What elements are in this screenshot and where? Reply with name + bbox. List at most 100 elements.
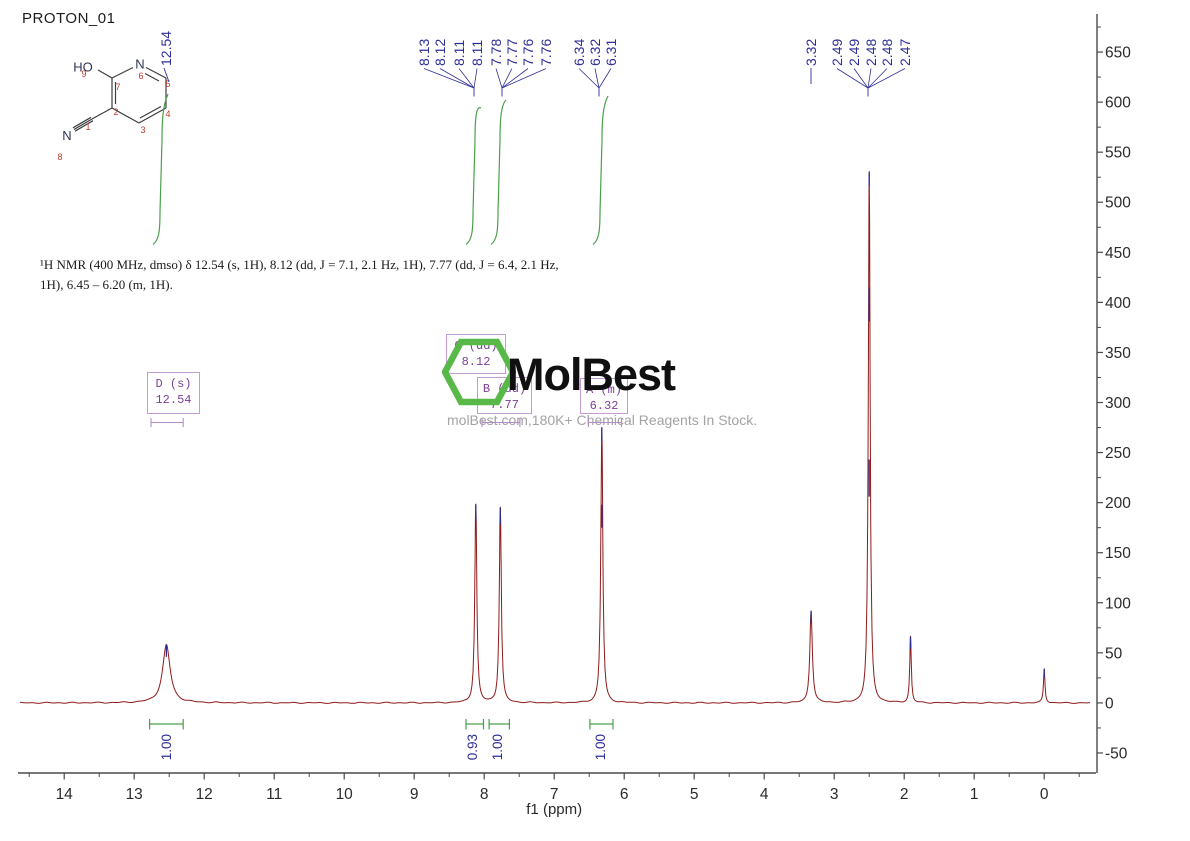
peak-shift-label: 7.76: [520, 39, 536, 66]
integral-values: 1.00 0.93 1.00 1.00: [149, 719, 614, 760]
nmr-assignment-text: ¹H NMR (400 MHz, dmso) δ 12.54 (s, 1H), …: [40, 255, 600, 294]
peak-shift-label: 7.77: [504, 39, 520, 66]
atom-number-9: 9: [81, 69, 86, 79]
peak-label-connector: [836, 68, 869, 89]
x-tick-label: 12: [196, 786, 213, 803]
x-tick-label: 13: [126, 786, 143, 803]
spectrum-trace: [20, 171, 1091, 704]
hydroxyl-label: HO: [73, 60, 93, 75]
atom-number-2: 2: [113, 107, 118, 117]
peak-label-connector: [458, 68, 475, 89]
y-tick-label: -50: [1105, 745, 1128, 762]
peak-shift-label: 7.76: [538, 39, 554, 66]
integral-curve: [490, 99, 507, 245]
peak-label-connector: [439, 68, 475, 89]
peak-shift-label: 2.49: [846, 39, 862, 66]
integral-value: 1.00: [159, 734, 174, 760]
nitrile-nitrogen-label: N: [62, 128, 71, 143]
x-tick-label: 5: [690, 786, 699, 803]
atom-number-5: 5: [165, 79, 170, 89]
peak-shift-label: 8.12: [432, 39, 448, 66]
atom-number-1: 1: [85, 122, 90, 132]
y-tick-label: 0: [1105, 695, 1114, 712]
peak-shift-label: 2.47: [897, 39, 913, 66]
y-tick-label: 650: [1105, 45, 1131, 62]
y-tick-label: 50: [1105, 645, 1123, 662]
y-tick-label: 500: [1105, 195, 1131, 212]
multiplet-box-D-label: D (s): [155, 377, 192, 391]
atom-number-8: 8: [57, 152, 62, 162]
peak-labels: 12.54 8.13 8.12 8.11 8.11 7.78 7.77 7.76 7.76 6.3…: [158, 31, 913, 97]
integral-value: 1.00: [593, 734, 608, 760]
peak-shift-label: 6.32: [587, 39, 603, 66]
atom-number-3: 3: [140, 125, 145, 135]
caption-line-2: 1H), 6.45 – 6.20 (m, 1H).: [40, 276, 173, 292]
peak-label-connector: [594, 68, 600, 89]
molbest-hexagon-icon: [442, 338, 516, 406]
peak-label-connector: [501, 68, 547, 89]
x-tick-label: 4: [760, 786, 769, 803]
x-axis-title: f1 (ppm): [526, 801, 582, 818]
x-tick-label: 1: [970, 786, 979, 803]
atom-number-6: 6: [138, 71, 143, 81]
experiment-title: PROTON_01: [22, 10, 116, 27]
peak-label-connector: [867, 68, 872, 89]
integral-curves: [152, 93, 609, 245]
y-tick-label: 600: [1105, 95, 1131, 112]
peak-shift-label: 2.48: [879, 39, 895, 66]
peak-shift-label: 7.78: [488, 39, 504, 66]
integral-value: 0.93: [465, 734, 480, 760]
y-tick-label: 450: [1105, 245, 1131, 262]
peak-shift-label: 6.31: [603, 39, 619, 66]
y-axis: 650600550500450400350300250200150100500-…: [1096, 14, 1131, 773]
multiplet-box-D: D (s) 12.54: [147, 372, 200, 414]
multiplet-box-D-shift: 12.54: [155, 393, 192, 408]
atom-number-7: 7: [115, 82, 120, 92]
integral-curve: [592, 95, 609, 245]
x-tick-label: 7: [550, 786, 559, 803]
peak-label-connector: [867, 68, 888, 89]
molecule-structure: HO N N 9 7 6 5 4 3 2 1 8: [57, 57, 170, 163]
x-tick-label: 10: [336, 786, 354, 803]
caption-line-1: ¹H NMR (400 MHz, dmso) δ 12.54 (s, 1H), …: [40, 257, 559, 272]
peak-label-connector: [853, 68, 869, 89]
molbest-logo-text: MolBest: [507, 349, 676, 400]
y-tick-label: 100: [1105, 595, 1131, 612]
x-tick-label: 11: [266, 786, 282, 803]
x-tick-label: 9: [410, 786, 419, 803]
x-tick-label: 14: [56, 786, 74, 803]
atom-number-4: 4: [165, 109, 170, 119]
peak-label-connector: [598, 68, 612, 89]
x-tick-label: 3: [830, 786, 839, 803]
peak-label-connector: [578, 68, 600, 89]
ring-nitrogen-label: N: [135, 57, 144, 72]
peak-shift-label: 8.11: [469, 40, 485, 66]
y-tick-label: 200: [1105, 495, 1131, 512]
peak-label-connector: [867, 68, 906, 89]
peak-shift-label: 3.32: [803, 39, 819, 66]
y-tick-label: 400: [1105, 295, 1131, 312]
molbest-tagline: molBest.com,180K+ Chemical Reagents In S…: [447, 412, 758, 428]
peak-label-connector: [423, 68, 475, 89]
peak-label-connector: [501, 68, 513, 89]
integral-curve: [465, 107, 482, 245]
peak-shift-label: 8.11: [451, 40, 467, 66]
peak-label-connector: [501, 68, 529, 89]
y-tick-label: 550: [1105, 145, 1131, 162]
x-tick-label: 8: [480, 786, 489, 803]
x-tick-label: 6: [620, 786, 629, 803]
peak-shift-label: 6.34: [571, 39, 587, 66]
y-tick-label: 250: [1105, 445, 1131, 462]
peak-label-connector: [473, 68, 478, 89]
peak-shift-label: 2.48: [863, 39, 879, 66]
x-axis: 14 13 12 11 10 9 8 7 6 5 4 3 2 1 0f1 (ppm): [18, 772, 1096, 818]
peak-label-connector: [495, 68, 503, 89]
x-tick-label: 0: [1040, 786, 1049, 803]
x-tick-label: 2: [900, 786, 909, 803]
peak-shift-label: 2.49: [829, 39, 845, 66]
integral-value: 1.00: [490, 734, 505, 760]
y-tick-label: 150: [1105, 545, 1131, 562]
y-tick-label: 350: [1105, 345, 1131, 362]
peak-shift-label: 8.13: [416, 39, 432, 66]
